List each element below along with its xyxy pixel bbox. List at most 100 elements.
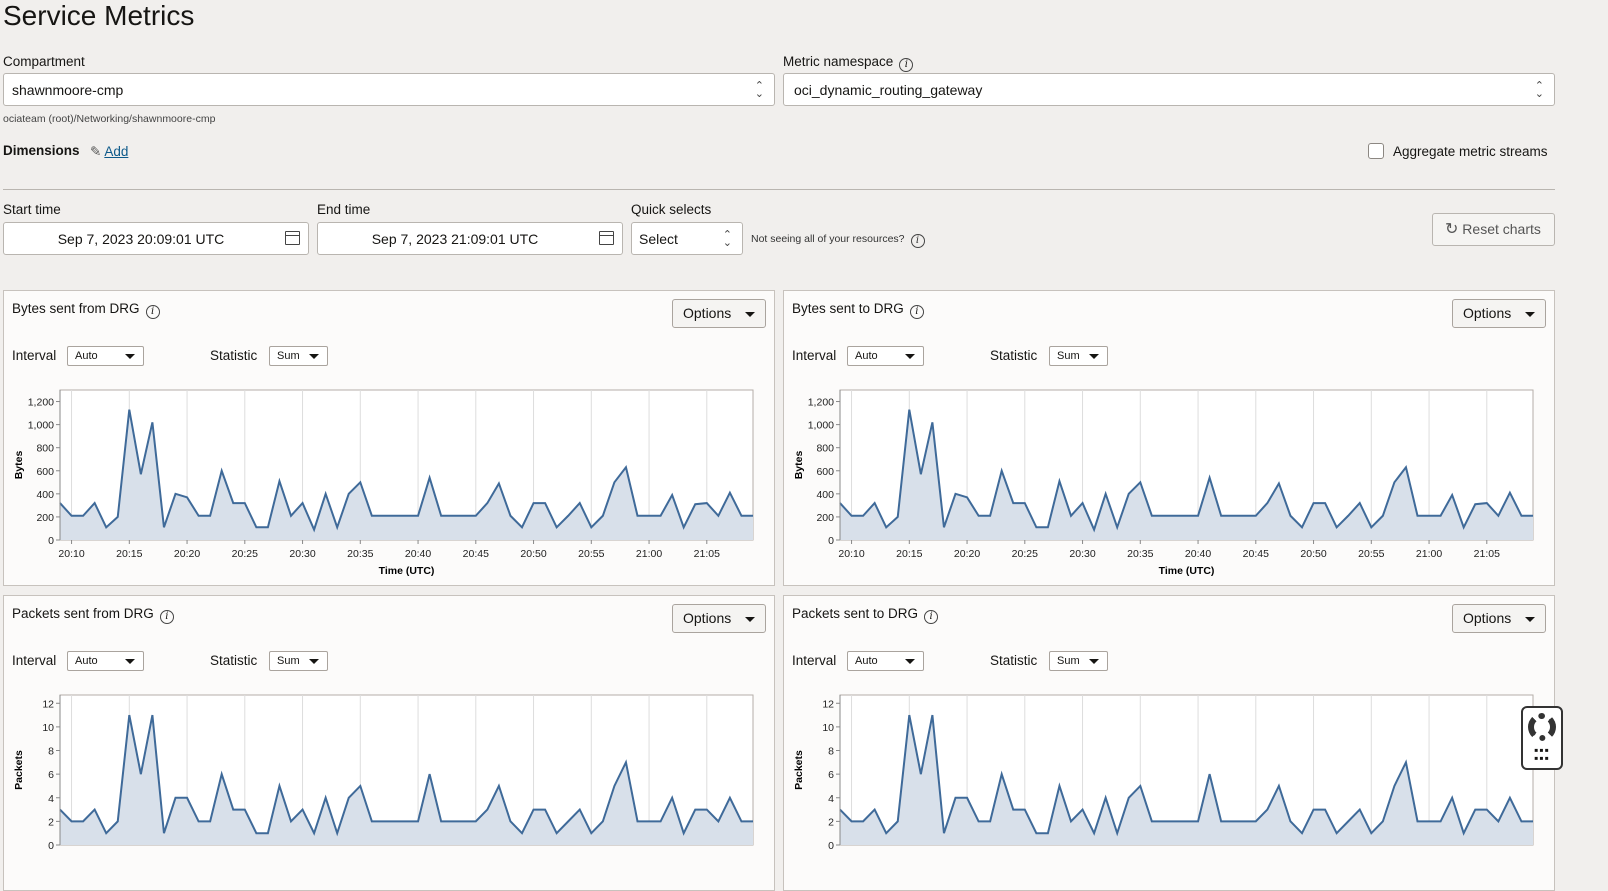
caret-down-icon (1089, 354, 1099, 359)
y-tick-label: 400 (816, 489, 834, 501)
y-tick-label: 10 (822, 722, 834, 734)
info-icon[interactable]: i (910, 305, 924, 319)
y-tick-label: 10 (42, 722, 54, 734)
x-axis-title: Time (UTC) (1159, 565, 1215, 577)
resources-hint: Not seeing all of your resources?i (751, 233, 925, 248)
calendar-icon[interactable] (285, 231, 300, 245)
x-tick-label: 21:00 (636, 548, 662, 560)
y-tick-label: 4 (48, 793, 54, 805)
y-tick-label: 0 (828, 535, 834, 547)
y-tick-label: 8 (48, 746, 54, 758)
caret-down-icon (745, 617, 755, 622)
start-time-label: Start time (3, 202, 61, 217)
info-icon[interactable]: i (924, 610, 938, 624)
x-tick-label: 20:35 (1127, 548, 1153, 560)
caret-down-icon (1525, 312, 1535, 317)
start-time-input[interactable]: Sep 7, 2023 20:09:01 UTC (3, 222, 309, 255)
info-icon[interactable]: i (911, 234, 925, 248)
y-axis-title: Bytes (793, 451, 805, 480)
y-tick-label: 2 (828, 816, 834, 828)
statistic-label: Statistic (210, 348, 257, 363)
statistic-select[interactable]: Sum (1049, 651, 1108, 671)
caret-down-icon (125, 659, 135, 664)
x-tick-label: 20:45 (463, 548, 489, 560)
options-button[interactable]: Options (1452, 604, 1546, 633)
y-tick-label: 1,000 (808, 420, 834, 432)
end-time-input[interactable]: Sep 7, 2023 21:09:01 UTC (317, 222, 623, 255)
reset-charts-button[interactable]: ↻ Reset charts (1432, 213, 1555, 246)
caret-down-icon (905, 659, 915, 664)
caret-down-icon (309, 354, 319, 359)
statistic-select[interactable]: Sum (1049, 346, 1108, 366)
caret-down-icon (745, 312, 755, 317)
info-icon[interactable]: i (160, 610, 174, 624)
y-tick-label: 800 (36, 443, 54, 455)
y-axis-title: Bytes (13, 451, 25, 480)
x-tick-label: 20:10 (58, 548, 84, 560)
statistic-label: Statistic (210, 653, 257, 668)
compartment-select[interactable]: shawnmoore-cmp ⌃⌄ (3, 73, 775, 106)
quick-selects-select[interactable]: Select⌃⌄ (631, 222, 743, 255)
statistic-select[interactable]: Sum (269, 651, 328, 671)
info-icon[interactable]: i (899, 58, 913, 72)
y-tick-label: 8 (828, 746, 834, 758)
interval-label: Interval (12, 653, 56, 668)
y-tick-label: 1,200 (808, 397, 834, 409)
lifebuoy-icon (1528, 713, 1556, 741)
y-tick-label: 0 (48, 840, 54, 852)
interval-select[interactable]: Auto (847, 651, 924, 671)
x-tick-label: 21:05 (694, 548, 720, 560)
interval-select[interactable]: Auto (847, 346, 924, 366)
statistic-select[interactable]: Sum (269, 346, 328, 366)
x-tick-label: 20:25 (232, 548, 258, 560)
start-time-value: Sep 7, 2023 20:09:01 UTC (58, 231, 225, 247)
y-tick-label: 600 (36, 466, 54, 478)
x-tick-label: 20:20 (954, 548, 980, 560)
y-tick-label: 800 (816, 443, 834, 455)
options-button[interactable]: Options (672, 299, 766, 328)
interval-label: Interval (12, 348, 56, 363)
interval-label: Interval (792, 348, 836, 363)
options-button[interactable]: Options (1452, 299, 1546, 328)
aggregate-checkbox[interactable] (1368, 143, 1384, 159)
help-widget[interactable]: ▪▪▪▪▪▪ (1521, 706, 1563, 770)
info-icon[interactable]: i (146, 305, 160, 319)
namespace-select[interactable]: oci_dynamic_routing_gateway ⌃⌄ (783, 73, 1555, 106)
interval-select[interactable]: Auto (67, 651, 144, 671)
x-axis-title: Time (UTC) (379, 565, 435, 577)
end-time-label: End time (317, 202, 370, 217)
caret-down-icon (125, 354, 135, 359)
y-tick-label: 0 (828, 840, 834, 852)
interval-select[interactable]: Auto (67, 346, 144, 366)
y-axis-title: Packets (793, 750, 805, 790)
y-tick-label: 200 (36, 512, 54, 524)
divider (3, 189, 1555, 190)
y-tick-label: 200 (816, 512, 834, 524)
x-tick-label: 20:50 (520, 548, 546, 560)
reset-label: Reset charts (1462, 221, 1541, 237)
add-dimension-link[interactable]: ✎ Add (90, 144, 128, 160)
caret-down-icon (309, 659, 319, 664)
x-tick-label: 20:35 (347, 548, 373, 560)
y-tick-label: 1,000 (28, 420, 54, 432)
options-button[interactable]: Options (672, 604, 766, 633)
statistic-label: Statistic (990, 348, 1037, 363)
x-tick-label: 20:15 (896, 548, 922, 560)
x-tick-label: 20:55 (1358, 548, 1384, 560)
up-down-icon: ⌃⌄ (723, 231, 732, 247)
compartment-path: ociateam (root)/Networking/shawnmoore-cm… (3, 113, 215, 125)
calendar-icon[interactable] (599, 231, 614, 245)
refresh-icon: ↻ (1445, 221, 1458, 238)
x-tick-label: 20:10 (838, 548, 864, 560)
